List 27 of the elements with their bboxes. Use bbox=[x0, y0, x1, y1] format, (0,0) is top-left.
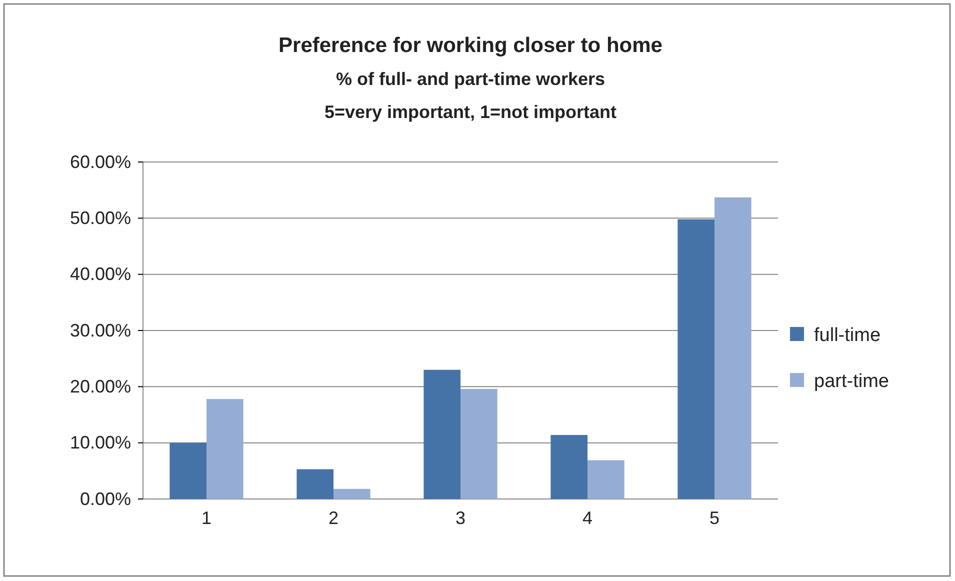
y-tick-label: 60.00% bbox=[70, 152, 131, 172]
chart-title: Preference for working closer to home bbox=[278, 34, 662, 57]
y-tick-label: 40.00% bbox=[70, 264, 131, 284]
y-tick-label: 50.00% bbox=[70, 208, 131, 228]
x-tick-label: 4 bbox=[582, 508, 593, 528]
legend-label: part-time bbox=[814, 371, 889, 392]
x-tick-label: 1 bbox=[201, 508, 212, 528]
bar bbox=[424, 370, 460, 499]
bar bbox=[714, 197, 752, 499]
bar bbox=[170, 442, 206, 499]
bar bbox=[334, 488, 370, 499]
x-tick-label: 5 bbox=[709, 508, 720, 528]
text: 5=very important, 1=not important bbox=[324, 102, 617, 122]
legend-label: full-time bbox=[814, 325, 881, 346]
y-tick-label: 0.00% bbox=[80, 488, 131, 509]
bar bbox=[550, 434, 588, 499]
y-tick-label: 10.00% bbox=[70, 432, 131, 453]
y-tick-label: 30.00% bbox=[70, 320, 131, 340]
x-tick-label: 2 bbox=[328, 508, 339, 528]
bar bbox=[206, 399, 244, 499]
bar bbox=[460, 388, 498, 499]
bar bbox=[296, 469, 334, 499]
chart-subtitle: % of full- and part-time workers bbox=[336, 69, 606, 89]
bar bbox=[588, 460, 624, 499]
y-tick-label: 20.00% bbox=[70, 376, 131, 396]
bar bbox=[678, 219, 714, 499]
x-tick-label: 3 bbox=[455, 508, 466, 528]
